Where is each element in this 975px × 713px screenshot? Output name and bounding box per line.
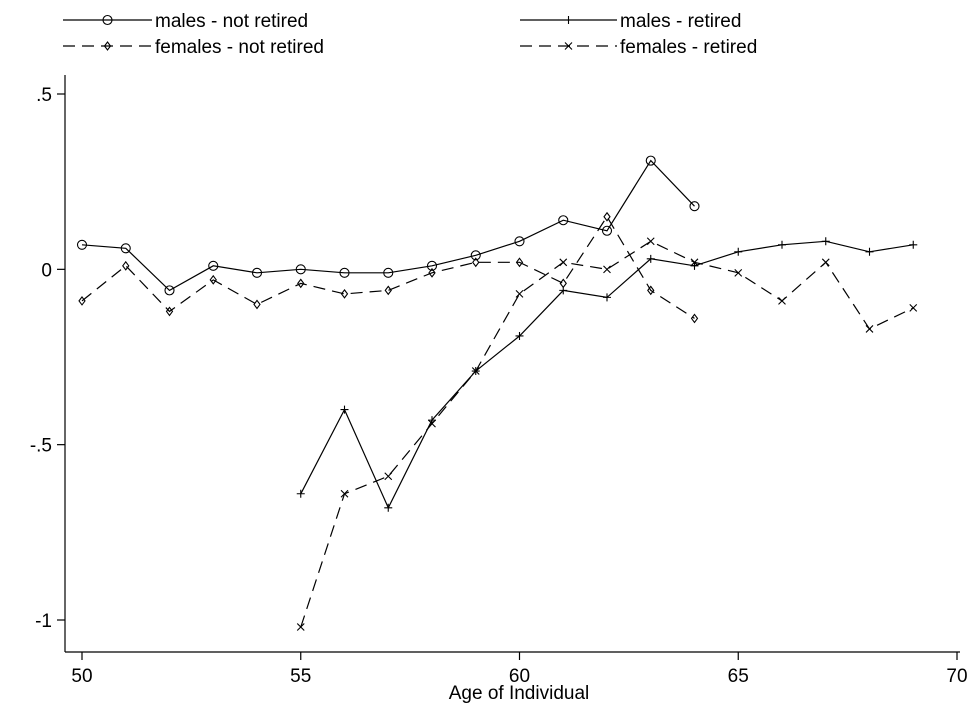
diamond-marker (647, 285, 655, 296)
x-marker (296, 623, 305, 631)
x-marker (428, 419, 436, 428)
legend: males - not retired males - retired female… (63, 11, 757, 58)
plus-marker (690, 261, 699, 270)
plus-marker (515, 331, 524, 340)
plus-marker (734, 247, 743, 256)
diamond-marker (253, 299, 261, 310)
plus-marker (340, 405, 349, 414)
diamond-marker (78, 295, 86, 306)
circle-marker (645, 155, 656, 166)
diamond-marker (428, 267, 436, 278)
circle-marker (514, 236, 525, 247)
plus-marker (865, 247, 874, 256)
plus-marker (909, 240, 918, 249)
series-line (81, 159, 695, 292)
circle-marker (601, 225, 613, 236)
x-tick-label: 60 (509, 666, 530, 687)
circle-marker (208, 260, 219, 271)
diamond-marker (165, 306, 174, 317)
series-1 (296, 237, 918, 512)
series-line (81, 215, 695, 319)
circle-marker (558, 215, 569, 226)
x-marker (515, 289, 524, 298)
plus-marker (821, 237, 830, 246)
x-marker (778, 297, 786, 305)
x-marker (603, 265, 611, 274)
legend-label: males - retired (620, 11, 741, 32)
legend-label: females - not retired (155, 37, 324, 58)
diamond-marker (340, 288, 349, 299)
diamond-marker (122, 260, 130, 271)
x-marker (865, 325, 874, 333)
diamond-marker (559, 278, 567, 289)
circle-marker (164, 285, 175, 296)
legend-item: males - retired (520, 11, 741, 32)
plus-marker (296, 489, 305, 498)
y-tick-label: 0 (41, 260, 52, 281)
plus-marker (564, 16, 573, 24)
diamond-marker (472, 257, 480, 268)
legend-label: males - not retired (155, 11, 308, 32)
x-axis-title: Age of Individual (449, 683, 590, 704)
legend-item: females - retired (520, 37, 757, 58)
circle-marker (383, 267, 394, 278)
plus-marker (646, 254, 655, 263)
circle-marker (295, 264, 306, 275)
x-tick-label: 70 (946, 666, 967, 687)
diamond-marker (384, 285, 392, 296)
x-ticks: 50 55 60 65 70 (71, 652, 968, 687)
circle-marker (426, 260, 438, 271)
legend-label: females - retired (620, 37, 757, 58)
circle-marker (470, 250, 481, 261)
diamond-marker (690, 313, 699, 324)
plus-marker (778, 240, 786, 249)
series-line (300, 240, 914, 628)
series-3 (296, 237, 918, 631)
diamond-marker (103, 41, 112, 51)
circle-marker (251, 267, 263, 278)
x-marker (646, 237, 655, 246)
circle-marker (339, 267, 350, 278)
x-marker (384, 472, 393, 481)
y-ticks: .5 0 -.5 -1 (30, 85, 65, 632)
x-marker (564, 42, 573, 50)
x-tick-label: 50 (71, 666, 92, 687)
x-marker (340, 489, 349, 498)
series-2 (78, 211, 699, 324)
circle-marker (76, 239, 88, 250)
axes (64, 75, 960, 653)
y-tick-label: -1 (35, 611, 52, 632)
diamond-marker (297, 278, 305, 289)
plus-marker (384, 503, 393, 512)
diamond-marker (209, 274, 217, 285)
diamond-marker (603, 211, 611, 222)
x-tick-label: 65 (728, 666, 749, 687)
plus-marker (603, 293, 611, 302)
x-marker (734, 268, 743, 277)
x-marker (909, 304, 918, 312)
x-marker (471, 367, 480, 375)
y-tick-label: -.5 (30, 436, 52, 457)
legend-item: males - not retired (63, 11, 308, 32)
plot-area (76, 155, 918, 631)
legend-item: females - not retired (63, 37, 324, 58)
circle-marker (120, 243, 131, 254)
circle-marker (689, 201, 700, 212)
series-line (300, 240, 914, 510)
x-marker (559, 258, 568, 267)
x-marker (821, 258, 830, 267)
y-tick-label: .5 (36, 85, 52, 106)
x-marker (690, 258, 699, 267)
diamond-marker (515, 257, 524, 268)
x-tick-label: 55 (290, 666, 311, 687)
circle-marker (102, 14, 113, 26)
series-0 (76, 155, 700, 296)
